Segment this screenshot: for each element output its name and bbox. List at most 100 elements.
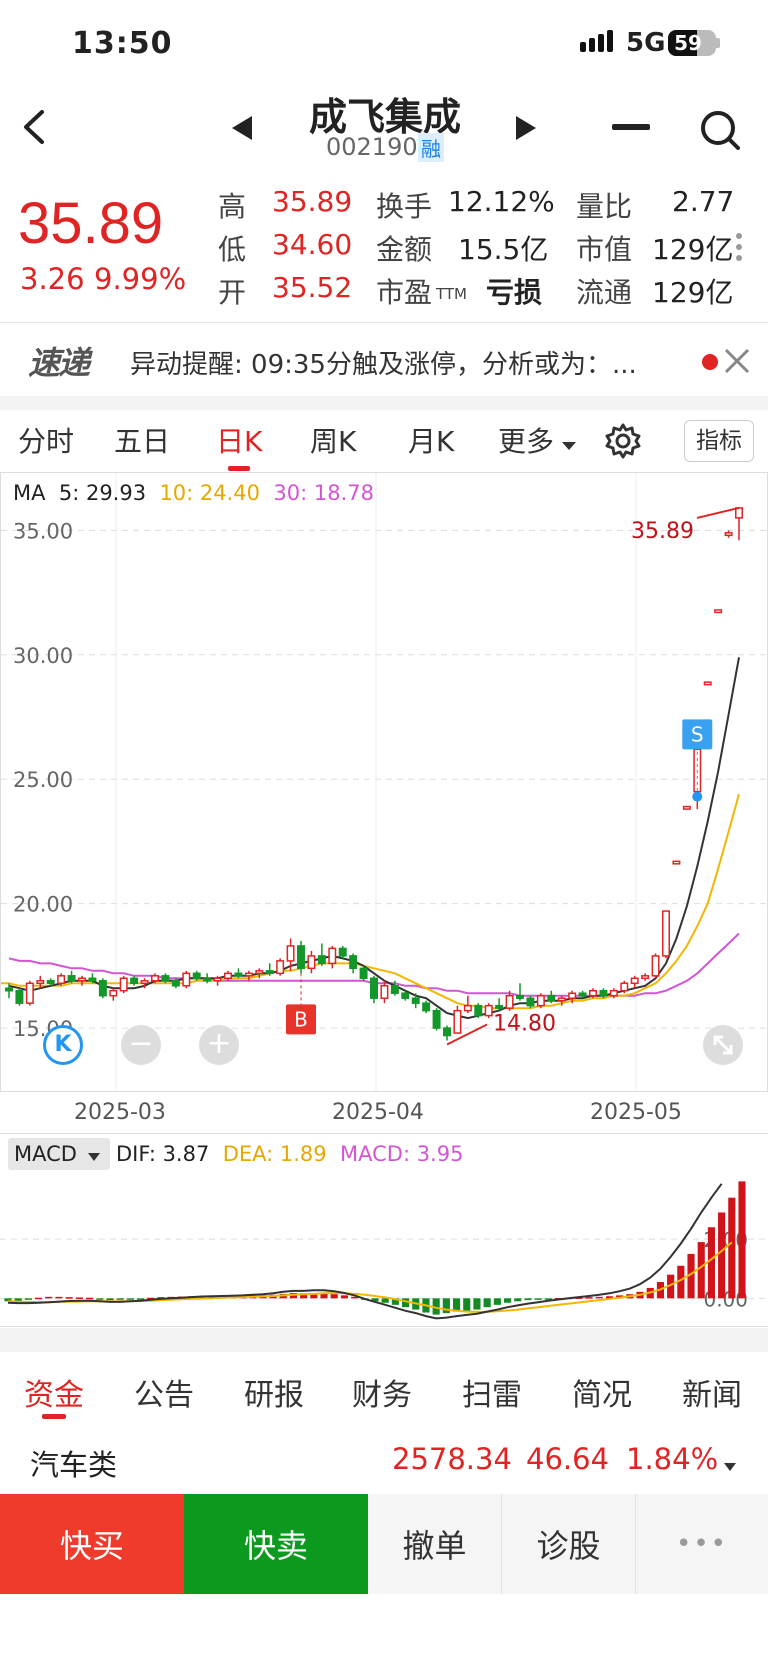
- zoom-out-icon[interactable]: −: [121, 1025, 161, 1065]
- tab-announcement[interactable]: 公告: [134, 1378, 194, 1413]
- candle-body: [609, 989, 618, 997]
- candle-body: [276, 960, 285, 975]
- candle-body: [390, 985, 399, 994]
- back-icon[interactable]: [18, 104, 54, 150]
- macd-bar: [65, 1297, 73, 1299]
- candle-body: [505, 994, 514, 1009]
- candle-body: [36, 980, 45, 985]
- macd-bar: [371, 1298, 379, 1302]
- candle-body: [255, 970, 264, 975]
- sector-change: 46.64: [526, 1442, 610, 1476]
- macd-bar: [493, 1298, 501, 1305]
- tab-daily-k[interactable]: 日K: [216, 425, 263, 458]
- quick-sell-button[interactable]: 快卖: [184, 1494, 368, 1594]
- macd-bar: [85, 1297, 94, 1300]
- candle-body: [182, 972, 191, 987]
- minimize-icon[interactable]: [612, 124, 650, 130]
- gear-icon[interactable]: [604, 422, 642, 460]
- macd-label: MACD: [14, 1142, 77, 1166]
- k-mode-icon[interactable]: K: [43, 1025, 83, 1065]
- tab-capital[interactable]: 资金: [24, 1378, 84, 1413]
- macd-bar: [452, 1298, 461, 1312]
- candle-body: [651, 955, 660, 977]
- tab-profile[interactable]: 简况: [572, 1378, 632, 1413]
- macd-bar: [147, 1297, 155, 1300]
- pe-value: 亏损: [486, 276, 543, 309]
- more-vertical-icon[interactable]: [736, 232, 742, 262]
- diagnose-button[interactable]: 诊股: [502, 1494, 636, 1594]
- indicator-button[interactable]: 指标: [684, 420, 754, 462]
- candle-body: [265, 970, 274, 975]
- quick-buy-button[interactable]: 快买: [0, 1494, 184, 1594]
- macd-chart[interactable]: 2.00 0.00 MACD DIF: 3.87 DEA: 1.89 MACD: …: [0, 1133, 768, 1327]
- active-tab-indicator: [228, 466, 250, 471]
- macd-bar: [463, 1298, 471, 1311]
- pe-label: 市盈: [376, 276, 433, 309]
- battery-level: 59: [674, 31, 702, 55]
- candle-body: [599, 989, 608, 997]
- tab-monthly-k[interactable]: 月K: [408, 425, 455, 458]
- candle-body: [443, 1027, 451, 1037]
- express-logo: 速递: [28, 344, 90, 382]
- low-value: 34.60: [272, 228, 353, 261]
- unread-dot: [702, 354, 718, 370]
- macd-bar: [483, 1298, 491, 1308]
- x-tick-mar: 2025-03: [74, 1100, 166, 1125]
- section-gap: [0, 1328, 768, 1352]
- macd-bar: [330, 1294, 338, 1299]
- macd-bar: [24, 1298, 32, 1300]
- market-cap-value: 129亿: [652, 233, 734, 266]
- close-icon[interactable]: [722, 346, 752, 376]
- cancel-order-button[interactable]: 撤单: [368, 1494, 502, 1594]
- sector-row[interactable]: 汽车类 2578.34 46.64 1.84%: [0, 1432, 768, 1488]
- buy-marker-label: B: [294, 1007, 308, 1031]
- macd-value: MACD: 3.95: [340, 1142, 464, 1166]
- dif-line: [7, 1183, 723, 1320]
- fullscreen-icon[interactable]: [703, 1025, 743, 1065]
- candle-body: [338, 947, 347, 957]
- last-price-leader: [696, 506, 740, 519]
- sell-marker: [682, 719, 713, 750]
- news-ticker[interactable]: 速递 异动提醒: 09:35分触及涨停，分析或为：...: [0, 324, 768, 396]
- candle-body: [234, 972, 243, 977]
- prev-stock-icon[interactable]: [228, 114, 254, 142]
- next-stock-icon[interactable]: [514, 114, 540, 142]
- y-tick-label: 20.00: [13, 893, 73, 917]
- amount-value: 15.5亿: [458, 233, 549, 266]
- sector-name: 汽车类: [30, 1448, 118, 1482]
- macd-bar: [75, 1297, 83, 1299]
- tab-weekly-k[interactable]: 周K: [310, 425, 357, 458]
- candle-body: [589, 989, 597, 997]
- candle-body: [557, 997, 566, 1002]
- tab-five-day[interactable]: 五日: [114, 425, 171, 458]
- candle-body: [98, 980, 107, 997]
- chevron-down-icon: [562, 436, 576, 450]
- y-tick-label: 25.00: [13, 768, 73, 792]
- search-icon[interactable]: [698, 108, 742, 152]
- candle-body: [370, 977, 378, 999]
- more-options-button[interactable]: •••: [636, 1494, 768, 1594]
- macd-bar: [667, 1274, 675, 1299]
- macd-bar: [534, 1298, 542, 1300]
- tab-research[interactable]: 研报: [244, 1378, 304, 1413]
- macd-bar: [351, 1296, 359, 1299]
- macd-bar: [126, 1298, 134, 1300]
- tab-finance[interactable]: 财务: [352, 1378, 412, 1413]
- low-leader: [446, 1023, 488, 1046]
- macd-bar: [35, 1297, 43, 1300]
- macd-bar: [55, 1296, 63, 1299]
- candle-body: [568, 992, 577, 999]
- tab-risk-scan[interactable]: 扫雷: [462, 1378, 522, 1413]
- tab-more[interactable]: 更多: [498, 425, 555, 458]
- kline-chart[interactable]: 35.00 30.00 25.00 20.00 15.00 35.89 14.80 B S MA…: [0, 472, 768, 1092]
- candle-body: [411, 997, 420, 1004]
- macd-bar: [738, 1181, 746, 1299]
- zoom-in-icon[interactable]: +: [199, 1025, 239, 1065]
- candle-body: [432, 1009, 441, 1029]
- candle-body: [78, 977, 86, 982]
- tab-news[interactable]: 新闻: [682, 1378, 742, 1413]
- tab-intraday[interactable]: 分时: [18, 425, 75, 458]
- open-value: 35.52: [272, 271, 353, 304]
- candle-body: [484, 1004, 493, 1017]
- macd-selector[interactable]: MACD: [8, 1138, 110, 1170]
